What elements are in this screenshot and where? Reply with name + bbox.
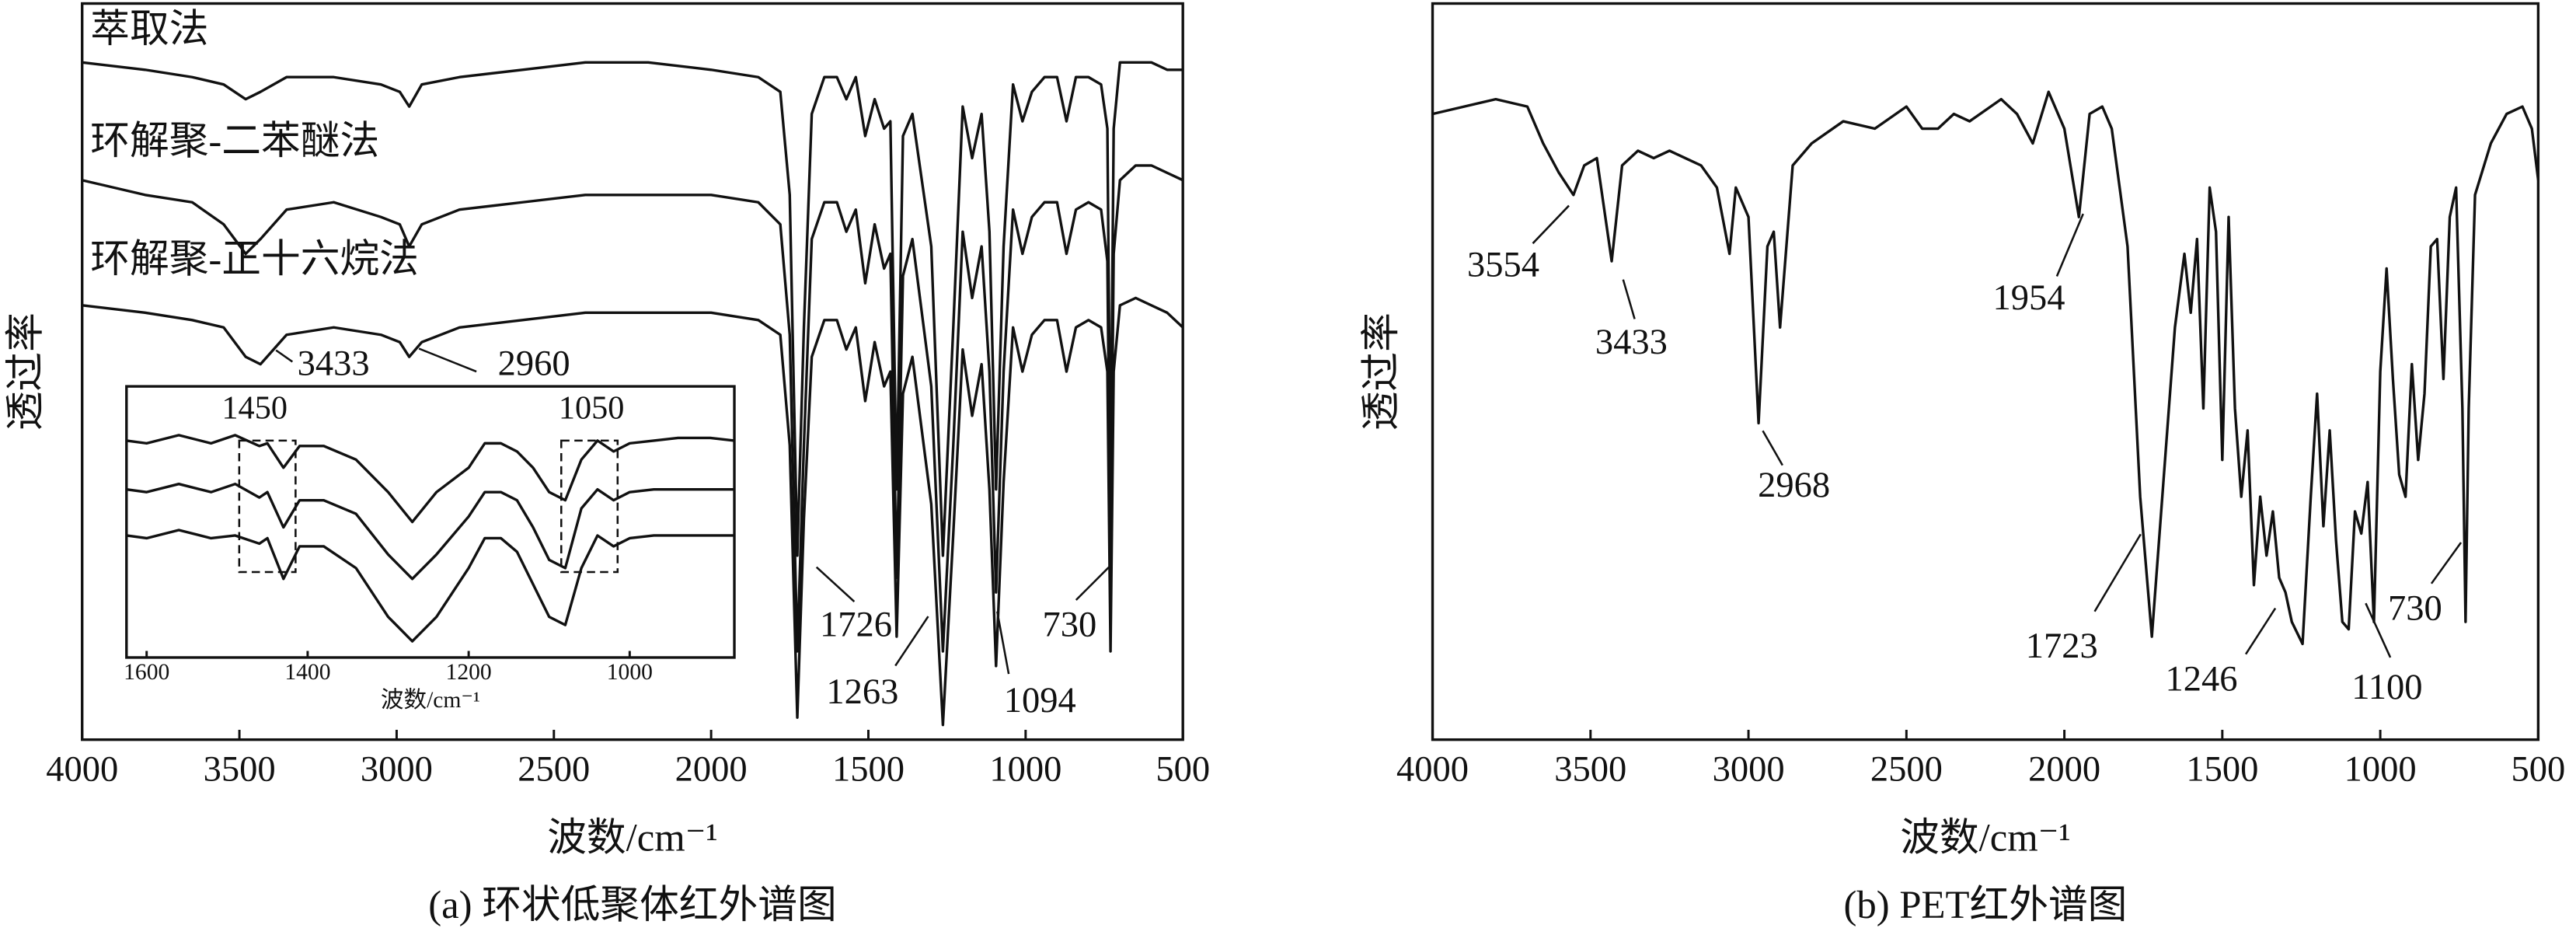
y-axis-label: 透过率 [1359, 312, 1403, 431]
spectrum-line [82, 296, 1184, 727]
spectrum-line [1432, 90, 2540, 646]
spectrum-line [126, 483, 735, 581]
x-tick-label: 4000 [1396, 750, 1469, 790]
series-label: 环解聚-正十六烷法 [90, 237, 419, 281]
peak-label: 730 [1042, 605, 1096, 645]
plot-frame [125, 385, 736, 659]
x-tick-label: 1600 [124, 660, 169, 685]
x-axis-label: 波数/cm⁻¹ [1900, 815, 2070, 859]
leader-line [1532, 204, 1570, 245]
plot-frame [1431, 2, 2540, 741]
leader-line [2430, 542, 2463, 584]
x-tick-label: 1200 [446, 660, 492, 685]
x-tick-label: 3500 [1554, 750, 1626, 790]
leader-line [1762, 430, 1783, 466]
leader-line [894, 616, 929, 667]
leader-line [815, 566, 856, 603]
peak-label: 1726 [820, 605, 892, 645]
caption: (a) 环状低聚体红外谱图 [428, 883, 836, 926]
leader-line [2093, 533, 2142, 612]
chart-panel: 4000 3500 3000 2500 2000 1500 1000 500 波数/cm⁻¹ 透过… [1359, 2, 2565, 926]
peak-label: 1094 [1004, 681, 1076, 720]
band-label: 1450 [221, 390, 288, 427]
peak-label: 730 [2388, 588, 2442, 628]
x-tick-label: 1400 [284, 660, 330, 685]
leader-line [275, 349, 294, 363]
leader-line [996, 611, 1010, 675]
x-tick-label: 2000 [675, 750, 748, 790]
x-tick-label: 3500 [204, 750, 276, 790]
peak-label: 3433 [1595, 323, 1668, 362]
x-tick-label: 1000 [607, 660, 653, 685]
leader-line [2244, 607, 2277, 655]
leader-line [2055, 213, 2084, 277]
inset-chart: 1600 1400 1200 1000 波数/cm⁻¹ 1450 1050 [124, 385, 736, 713]
peak-label: 1723 [2026, 626, 2098, 666]
series-label: 环解聚-二苯醚法 [90, 119, 379, 162]
x-tick-label: 500 [1156, 750, 1210, 790]
peak-label: 1263 [826, 672, 898, 712]
x-tick-label: 2500 [1870, 750, 1943, 790]
leader-line [418, 347, 477, 373]
x-tick-label: 4000 [46, 750, 118, 790]
y-axis-label: 透过率 [4, 312, 47, 431]
band-box [560, 439, 619, 574]
spectrum-line [126, 434, 735, 524]
caption: (b) PET红外谱图 [1844, 883, 2128, 926]
peak-label: 1954 [1992, 278, 2065, 318]
spectrum-line [126, 529, 735, 643]
spectrum-line [82, 61, 1183, 557]
x-tick-label: 3000 [1713, 750, 1785, 790]
x-tick-label: 1000 [2344, 750, 2417, 790]
peak-label: 1100 [2351, 668, 2422, 707]
x-tick-label: 1500 [2186, 750, 2258, 790]
band-label: 1050 [559, 390, 625, 427]
x-tick-label: 2000 [2028, 750, 2100, 790]
peak-label: 3554 [1467, 246, 1539, 285]
x-tick-label: 2500 [518, 750, 590, 790]
leader-line [1075, 566, 1110, 601]
series-label: 萃取法 [90, 7, 208, 51]
x-axis-label: 波数/cm⁻¹ [547, 815, 717, 859]
spectrum-line [82, 164, 1183, 653]
x-tick-label: 3000 [361, 750, 433, 790]
x-tick-label: 1000 [989, 750, 1061, 790]
leader-line [2365, 602, 2392, 658]
x-tick-label: 500 [2511, 750, 2565, 790]
peak-label: 2960 [498, 344, 570, 383]
peak-label: 1246 [2165, 659, 2237, 699]
peak-label: 2968 [1758, 466, 1830, 505]
band-box [238, 439, 297, 574]
peak-label: 3433 [298, 344, 370, 383]
leader-line [1622, 279, 1636, 319]
x-axis-label: 波数/cm⁻¹ [381, 687, 480, 713]
x-tick-label: 1500 [832, 750, 905, 790]
